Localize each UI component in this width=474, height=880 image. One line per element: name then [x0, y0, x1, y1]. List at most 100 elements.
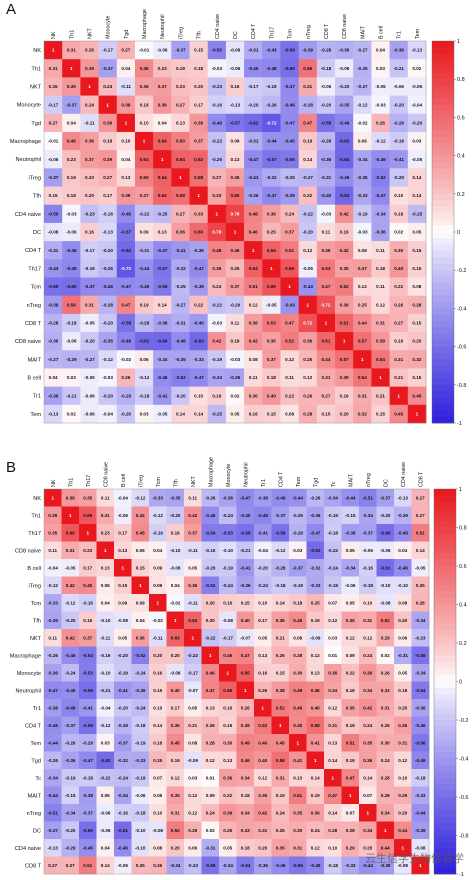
heatmap-cell	[394, 629, 412, 647]
cell-value-label: 0.39	[48, 513, 57, 518]
cell-value-label: -0.18	[363, 583, 374, 588]
heatmap-cell	[61, 594, 80, 612]
cell-value-label: 0.04	[101, 600, 110, 605]
cell-value-label: 0.31	[85, 302, 94, 307]
heatmap-cell	[219, 821, 237, 840]
cell-value-label: 0.20	[171, 653, 180, 658]
heatmap-cell	[376, 804, 395, 822]
heatmap-cell	[44, 839, 62, 857]
cell-value-label: -0.27	[48, 357, 59, 362]
heatmap-cell	[353, 168, 372, 187]
cell-value-label: -0.05	[118, 513, 129, 518]
heatmap-cell	[389, 241, 409, 260]
heatmap-cell	[184, 839, 202, 857]
heatmap-cell	[376, 716, 395, 735]
heatmap-cell	[134, 204, 154, 224]
heatmap-cell	[371, 295, 390, 315]
heatmap-cell	[171, 386, 190, 406]
heatmap-cell	[324, 611, 342, 630]
heatmap-cell	[96, 856, 115, 875]
cell-value-label: -0.60	[284, 66, 295, 71]
row-label: Tem	[30, 412, 41, 418]
cell-value-label: 0.44	[398, 828, 407, 833]
heatmap-cell	[131, 821, 150, 840]
cell-value-label: -0.05	[412, 157, 423, 162]
heatmap-cell	[394, 751, 412, 770]
heatmap-cell	[389, 259, 409, 278]
cell-value-label: -0.23	[415, 635, 426, 640]
heatmap-cell	[244, 241, 263, 260]
heatmap-cell	[62, 95, 81, 115]
colorbar-segment	[434, 630, 456, 637]
heatmap-cell	[324, 839, 342, 857]
heatmap-cell	[335, 277, 354, 296]
cell-value-label: 0.47	[328, 793, 337, 798]
heatmap-cell	[271, 576, 290, 595]
heatmap-cell	[134, 222, 154, 242]
cell-value-label: 0.39	[85, 66, 94, 71]
cell-value-label: -0.46	[415, 723, 426, 728]
cell-value-label: -0.20	[65, 828, 76, 833]
cell-value-label: 0.28	[381, 775, 390, 780]
heatmap-cell	[407, 77, 427, 96]
colorbar-segment	[434, 489, 456, 496]
colorbar-tick-label: 1	[457, 39, 460, 45]
heatmap-cell	[341, 716, 360, 735]
heatmap-cell	[131, 646, 150, 665]
heatmap-cell	[394, 804, 412, 822]
heatmap-cell	[236, 524, 255, 542]
cell-value-label: -0.56	[293, 863, 304, 868]
cell-value-label: -0.55	[284, 157, 295, 162]
cell-value-label: 0.48	[249, 211, 258, 216]
heatmap-cell	[335, 204, 354, 224]
cell-value-label: 0.69	[267, 284, 276, 289]
cell-value-label: 0.61	[321, 339, 330, 344]
heatmap-cell	[271, 524, 290, 542]
cell-value-label: -0.41	[175, 248, 186, 253]
cell-value-label: -0.35	[102, 339, 113, 344]
heatmap-cell	[411, 804, 430, 822]
cell-value-label: 0.19	[346, 758, 355, 763]
cell-value-label: 0.37	[140, 193, 149, 198]
heatmap-cell	[353, 131, 372, 151]
cell-value-label: 0.20	[412, 339, 421, 344]
heatmap-cell	[61, 681, 80, 700]
cell-value-label: 0.46	[67, 139, 76, 144]
cell-value-label: -0.06	[363, 548, 374, 553]
heatmap-cell	[324, 629, 342, 647]
colorbar-segment	[434, 598, 456, 605]
cell-value-label: 0.27	[416, 495, 425, 500]
cell-value-label: -0.20	[170, 513, 181, 518]
heatmap-cell	[389, 277, 409, 296]
cell-value-label: -0.46	[275, 863, 286, 868]
colorbar-segment	[432, 212, 454, 220]
cell-value-label: -0.47	[48, 688, 59, 693]
heatmap-cell	[79, 594, 97, 612]
cell-value-label: -0.46	[65, 653, 76, 658]
cell-value-label: 0.16	[340, 393, 349, 398]
colorbar-segment	[432, 397, 454, 405]
cell-value-label: -0.21	[66, 393, 77, 398]
cell-value-label: 0.44	[321, 357, 330, 362]
colorbar-segment	[434, 790, 456, 798]
column-label: NK	[51, 31, 57, 39]
cell-value-label: 0.28	[346, 828, 355, 833]
colorbar-segment	[432, 308, 454, 316]
cell-value-label: -0.13	[48, 412, 59, 417]
heatmap-cell	[61, 769, 80, 787]
heatmap-cell	[298, 386, 318, 406]
cell-value-label: 0.47	[121, 302, 130, 307]
heatmap-cell	[271, 716, 290, 735]
heatmap-cell	[131, 681, 150, 700]
cell-value-label: 0.36	[311, 810, 320, 815]
heatmap-cell	[262, 186, 281, 206]
cell-value-label: -0.54	[205, 530, 216, 535]
colorbar-tick-label: 0.4	[457, 154, 465, 160]
heatmap-cell	[376, 664, 395, 682]
cell-value-label: -0.06	[380, 548, 391, 553]
cell-value-label: -0.44	[293, 495, 304, 500]
row-label: CD8 naive	[15, 548, 41, 554]
colorbar-segment	[432, 340, 454, 347]
cell-value-label: -0.04	[102, 412, 113, 417]
cell-value-label: 0.19	[311, 793, 320, 798]
